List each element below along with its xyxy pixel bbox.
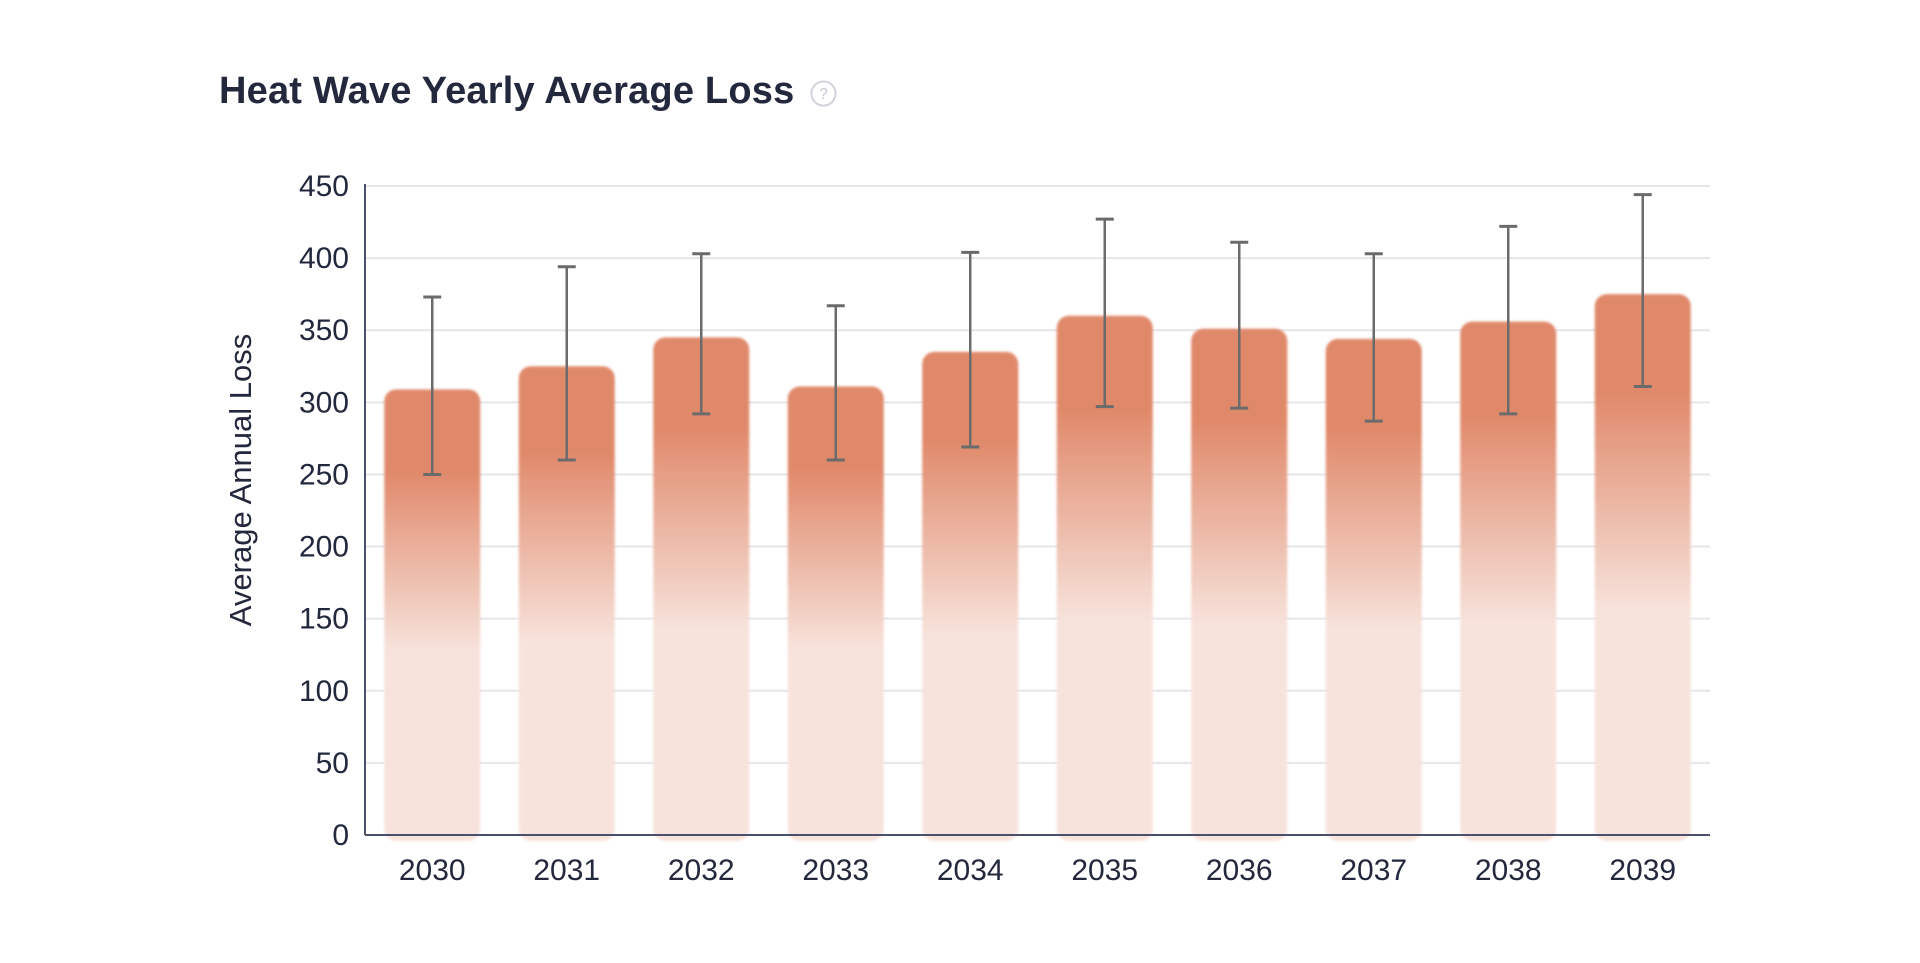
error-bar-2032: [692, 252, 711, 416]
bar-2035[interactable]: [1056, 315, 1153, 841]
y-tick-label: 200: [299, 531, 349, 564]
x-tick-label: 2031: [533, 854, 600, 887]
error-bar-2033: [826, 304, 845, 462]
error-bar-2037: [1364, 252, 1383, 423]
bar-2038[interactable]: [1460, 321, 1557, 842]
error-bars: [423, 193, 1652, 476]
x-tick-label: 2039: [1609, 854, 1676, 887]
y-tick-label: 250: [299, 458, 349, 491]
y-tick-label: 350: [299, 314, 349, 347]
error-bar-2030: [423, 295, 442, 476]
y-tick-label: 50: [316, 747, 349, 780]
x-tick-label: 2037: [1340, 854, 1407, 887]
question-circle-icon[interactable]: ?: [810, 80, 837, 107]
error-bar-2034: [961, 250, 980, 449]
error-bar-2035: [1095, 217, 1114, 409]
y-axis-title: Average Annual Loss: [223, 334, 258, 626]
bar-2032[interactable]: [653, 337, 750, 841]
bar-2036[interactable]: [1191, 328, 1288, 841]
x-tick-labels: 2030 2031 2032 2033 2034 2035 2036 2037 2038 2039: [399, 854, 1676, 887]
bars: [384, 294, 1691, 842]
x-tick-label: 2036: [1206, 854, 1273, 887]
svg-text:?: ?: [820, 86, 829, 103]
y-tick-label: 100: [299, 675, 349, 708]
axes: [364, 184, 1710, 836]
x-tick-label: 2035: [1071, 854, 1138, 887]
bar-2039[interactable]: [1594, 294, 1691, 842]
y-tick-labels: 0 50 100 150 200 250 300 350 400 450: [299, 170, 349, 852]
error-bar-2039: [1633, 193, 1652, 388]
bar-2037[interactable]: [1325, 338, 1422, 841]
y-tick-label: 300: [299, 386, 349, 419]
error-bar-2038: [1499, 224, 1518, 416]
bar-2030[interactable]: [384, 389, 481, 841]
chart-header: Heat Wave Yearly Average Loss ?: [219, 70, 837, 113]
y-tick-label: 150: [299, 603, 349, 636]
bar-2033[interactable]: [787, 386, 884, 841]
x-tick-label: 2032: [668, 854, 735, 887]
y-tick-label: 400: [299, 242, 349, 275]
bar-2031[interactable]: [518, 366, 615, 841]
x-tick-label: 2033: [802, 854, 869, 887]
x-tick-label: 2030: [399, 854, 466, 887]
chart-title: Heat Wave Yearly Average Loss: [219, 70, 795, 112]
x-tick-label: 2034: [937, 854, 1004, 887]
bar-2034[interactable]: [922, 351, 1019, 841]
y-tick-label: 450: [299, 170, 349, 203]
y-tick-label: 0: [332, 819, 349, 852]
x-tick-label: 2038: [1475, 854, 1542, 887]
error-bar-2036: [1230, 240, 1249, 410]
error-bar-2031: [557, 265, 576, 462]
